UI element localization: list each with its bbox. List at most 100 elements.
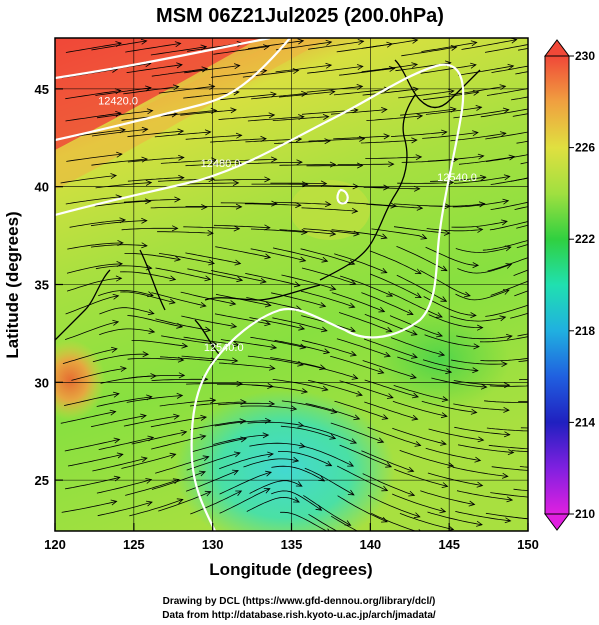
streamline-arrow-295 — [325, 460, 333, 467]
streamline-arrow-183 — [319, 302, 327, 308]
streamline-65 — [91, 128, 148, 137]
streamline-143 — [516, 224, 528, 229]
streamline-arrow-154 — [414, 268, 422, 275]
streamline-arrow-231 — [319, 364, 327, 371]
streamline-242 — [128, 375, 185, 379]
streamline-37 — [220, 93, 277, 101]
streamline-240 — [71, 367, 127, 381]
streamline-152 — [300, 248, 355, 265]
streamline-arrow-140 — [476, 227, 484, 233]
streamline-arrow-224 — [110, 346, 118, 353]
streamline-266 — [364, 401, 418, 420]
streamline-204 — [428, 314, 483, 328]
streamline-114 — [123, 199, 180, 203]
streamline-81 — [91, 158, 148, 166]
streamline-22 — [242, 70, 299, 78]
streamline-215 — [274, 339, 330, 353]
streamline-arrow-1 — [140, 38, 148, 45]
streamline-40 — [306, 86, 363, 93]
streamline-arrow-56 — [352, 107, 359, 114]
streamline-66 — [127, 130, 184, 138]
streamline-arrow-192 — [112, 293, 120, 300]
streamline-arrow-164 — [236, 276, 244, 283]
streamline-261 — [218, 402, 275, 406]
streamline-349 — [455, 511, 511, 522]
streamline-arrow-246 — [301, 388, 308, 394]
streamline-39 — [278, 91, 335, 98]
streamline-149 — [215, 246, 271, 258]
streamline-223 — [517, 333, 528, 337]
streamline-arrow-173 — [505, 263, 513, 269]
streamline-arrow-11 — [450, 45, 458, 51]
streamline-327 — [271, 490, 322, 511]
streamline-233 — [330, 355, 384, 374]
streamline-167 — [281, 274, 336, 290]
streamline-arrow-293 — [262, 432, 270, 439]
streamline-306 — [121, 453, 176, 469]
streamline-arrow-260 — [240, 399, 247, 406]
streamline-69 — [210, 138, 267, 143]
streamline-arrow-228 — [231, 357, 239, 364]
streamline-arrow-297 — [385, 462, 393, 468]
streamline-20 — [184, 65, 240, 74]
streamline-274 — [123, 415, 180, 427]
x-axis: 120 125 130 135 140 145 150 — [44, 523, 539, 552]
streamline-arrow-101 — [264, 176, 271, 183]
streamline-arrow-98 — [178, 174, 185, 181]
streamline-7 — [275, 41, 332, 51]
streamline-291 — [151, 435, 206, 450]
streamline-330 — [367, 495, 420, 518]
colorbar-tick-label-222: 222 — [575, 232, 595, 246]
streamline-265 — [334, 400, 388, 420]
streamline-arrow-288 — [113, 437, 121, 444]
streamline-154 — [369, 250, 422, 275]
streamline-171 — [396, 274, 447, 302]
streamline-250 — [364, 379, 419, 398]
streamline-343 — [280, 511, 328, 531]
streamline-arrow-291 — [199, 434, 207, 441]
streamline-156 — [425, 246, 479, 266]
streamline-311 — [271, 465, 325, 482]
streamline-86 — [245, 161, 303, 164]
streamline-5 — [213, 46, 269, 55]
streamline-arrow-80 — [116, 151, 123, 158]
streamline-arrow-176 — [115, 275, 123, 282]
streamline-217 — [336, 338, 391, 357]
streamline-arrow-156 — [472, 262, 480, 269]
streamline-arrow-23 — [325, 62, 333, 69]
streamline-arrow-181 — [264, 301, 272, 308]
streamline-arrow-342 — [293, 497, 300, 503]
streamline-arrow-73 — [383, 133, 391, 140]
streamline-8 — [308, 40, 364, 50]
streamline-10 — [362, 39, 418, 49]
streamline-arrow-20 — [233, 63, 241, 70]
streamline-arrow-162 — [169, 275, 177, 282]
streamline-arrow-92 — [477, 153, 485, 160]
streamline-arrow-296 — [347, 461, 355, 467]
x-tick-label-150: 150 — [517, 537, 539, 552]
streamline-arrow-198 — [298, 324, 306, 331]
streamline-131 — [157, 231, 214, 234]
streamline-24 — [307, 66, 363, 74]
streamline-arrow-327 — [315, 504, 323, 511]
streamline-83 — [160, 159, 217, 164]
streamline-arrow-209 — [148, 328, 156, 334]
streamline-arrow-100 — [232, 180, 240, 186]
streamline-19 — [151, 68, 208, 77]
streamline-125 — [452, 200, 509, 208]
streamline-140 — [426, 228, 483, 232]
streamline-305 — [92, 457, 148, 472]
streamline-arrow-273 — [140, 413, 147, 420]
streamline-76 — [422, 132, 478, 139]
streamline-68 — [185, 134, 242, 140]
streamline-32 — [65, 90, 121, 100]
streamline-136 — [303, 228, 360, 235]
streamline-120 — [301, 207, 358, 212]
streamline-arrow-130 — [171, 225, 179, 232]
streamline-79 — [516, 140, 528, 144]
streamline-49 — [96, 110, 153, 119]
streamline-345 — [330, 515, 359, 531]
streamline-26 — [361, 64, 418, 73]
streamline-arrow-10 — [411, 38, 419, 44]
streamline-arrow-15 — [567, 38, 573, 43]
